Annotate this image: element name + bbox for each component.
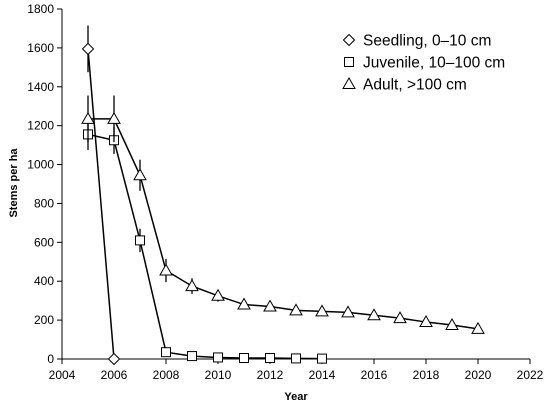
y-tick-label: 0 [47, 352, 54, 366]
data-point [213, 352, 223, 363]
data-point [107, 111, 121, 124]
legend-marker-triangle [342, 76, 356, 89]
data-point [239, 353, 249, 364]
plot-area [81, 25, 485, 366]
data-point [471, 321, 485, 334]
data-point [367, 308, 381, 321]
data-point [107, 352, 121, 366]
data-point [341, 305, 355, 318]
data-point [81, 111, 95, 124]
x-tick-label: 2010 [205, 368, 232, 382]
legend-marker-diamond [342, 33, 356, 47]
y-tick-label: 400 [34, 274, 54, 288]
data-point [211, 288, 225, 301]
series-square [83, 118, 327, 364]
data-point [263, 299, 277, 312]
data-point [187, 351, 197, 362]
data-point [315, 304, 329, 317]
data-point [289, 303, 303, 316]
series-diamond [81, 25, 121, 366]
x-axis-title: Year [284, 391, 308, 403]
legend-marker-square [344, 57, 354, 67]
x-tick-label: 2004 [49, 368, 76, 382]
y-tick-label: 1000 [27, 158, 54, 172]
data-point [133, 168, 147, 181]
legend-label: Seedling, 0–10 cm [363, 33, 491, 50]
legend-label: Juvenile, 10–100 cm [363, 55, 505, 72]
x-tick-label: 2008 [153, 368, 180, 382]
y-tick-label: 1800 [27, 2, 54, 16]
y-axis-title: Stems per ha [8, 148, 20, 218]
data-point [237, 297, 251, 310]
x-tick-label: 2014 [309, 368, 336, 382]
data-point [161, 347, 171, 358]
x-tick-label: 2006 [101, 368, 128, 382]
x-tick-label: 2022 [517, 368, 544, 382]
data-point [445, 317, 459, 330]
x-tick-label: 2018 [413, 368, 440, 382]
y-tick-label: 800 [34, 196, 54, 210]
y-tick-label: 200 [34, 313, 54, 327]
data-point [185, 279, 199, 292]
y-tick-label: 1200 [27, 119, 54, 133]
data-point [135, 235, 145, 246]
y-tick-label: 1400 [27, 80, 54, 94]
series-line [88, 118, 479, 330]
series-line [87, 48, 115, 360]
axes: 2004 2006 2008 2010 2012 2014 2016 2018 2020 2022… [27, 2, 543, 382]
data-point [317, 353, 327, 364]
data-point [419, 315, 433, 328]
x-tick-label: 2020 [465, 368, 492, 382]
data-point [291, 353, 301, 364]
x-tick-label: 2012 [257, 368, 284, 382]
legend-label: Adult, >100 cm [363, 77, 467, 94]
data-point [393, 311, 407, 324]
data-point [265, 353, 275, 364]
data-point [81, 42, 95, 56]
x-tick-label: 2016 [361, 368, 388, 382]
series-triangle [81, 95, 485, 334]
series-line [87, 133, 323, 360]
data-point [159, 263, 173, 276]
y-tick-label: 1600 [27, 41, 54, 55]
legend: Seedling, 0–10 cm Juvenile, 10–100 cm Adul… [342, 33, 505, 94]
y-tick-label: 600 [34, 235, 54, 249]
